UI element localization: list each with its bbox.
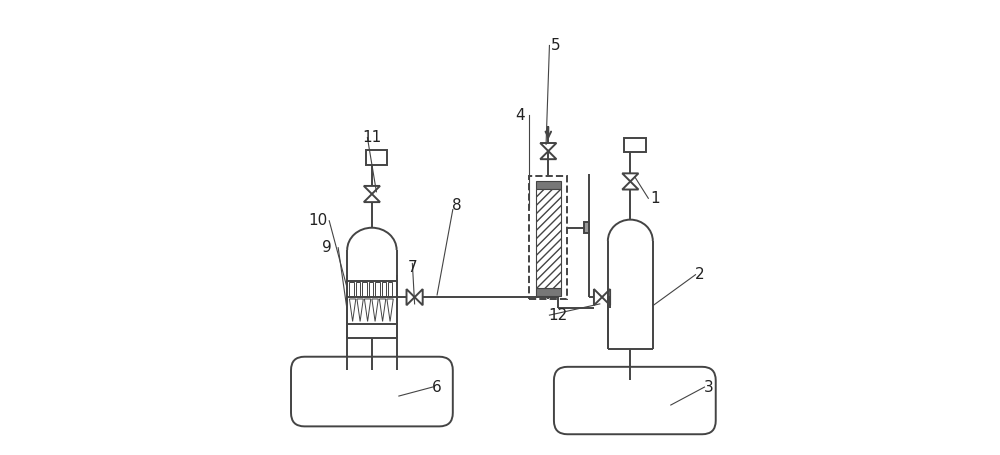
Text: 7: 7 xyxy=(408,260,417,275)
Bar xyxy=(584,222,589,233)
Bar xyxy=(362,283,367,296)
Bar xyxy=(536,288,561,296)
Polygon shape xyxy=(364,186,380,194)
Polygon shape xyxy=(622,173,638,182)
Bar xyxy=(382,283,386,296)
Bar xyxy=(366,151,387,165)
Polygon shape xyxy=(540,143,556,151)
Polygon shape xyxy=(387,299,393,321)
Polygon shape xyxy=(415,289,423,305)
Text: 3: 3 xyxy=(704,379,714,394)
Polygon shape xyxy=(364,194,380,202)
Polygon shape xyxy=(357,299,363,321)
Bar xyxy=(369,283,373,296)
Bar xyxy=(349,283,354,296)
Bar xyxy=(536,189,561,288)
FancyBboxPatch shape xyxy=(291,357,453,426)
Polygon shape xyxy=(364,299,371,321)
Polygon shape xyxy=(407,289,415,305)
Text: 11: 11 xyxy=(362,130,382,145)
Polygon shape xyxy=(594,289,602,305)
Text: 2: 2 xyxy=(695,267,705,282)
Bar xyxy=(375,283,380,296)
Text: 12: 12 xyxy=(549,308,568,323)
Bar xyxy=(536,181,561,189)
Polygon shape xyxy=(540,151,556,159)
Text: 9: 9 xyxy=(322,240,332,255)
Bar xyxy=(624,138,646,152)
Text: 10: 10 xyxy=(308,213,328,228)
Polygon shape xyxy=(372,299,378,321)
Text: 1: 1 xyxy=(650,191,660,206)
Text: 4: 4 xyxy=(515,108,525,123)
Text: 5: 5 xyxy=(551,38,561,53)
Polygon shape xyxy=(379,299,386,321)
Polygon shape xyxy=(622,182,638,190)
Polygon shape xyxy=(602,289,610,305)
Bar xyxy=(356,283,360,296)
Polygon shape xyxy=(349,299,356,321)
Bar xyxy=(388,283,392,296)
FancyBboxPatch shape xyxy=(554,367,716,434)
Text: 6: 6 xyxy=(432,379,442,394)
Bar xyxy=(529,176,567,299)
Text: 8: 8 xyxy=(452,197,462,212)
